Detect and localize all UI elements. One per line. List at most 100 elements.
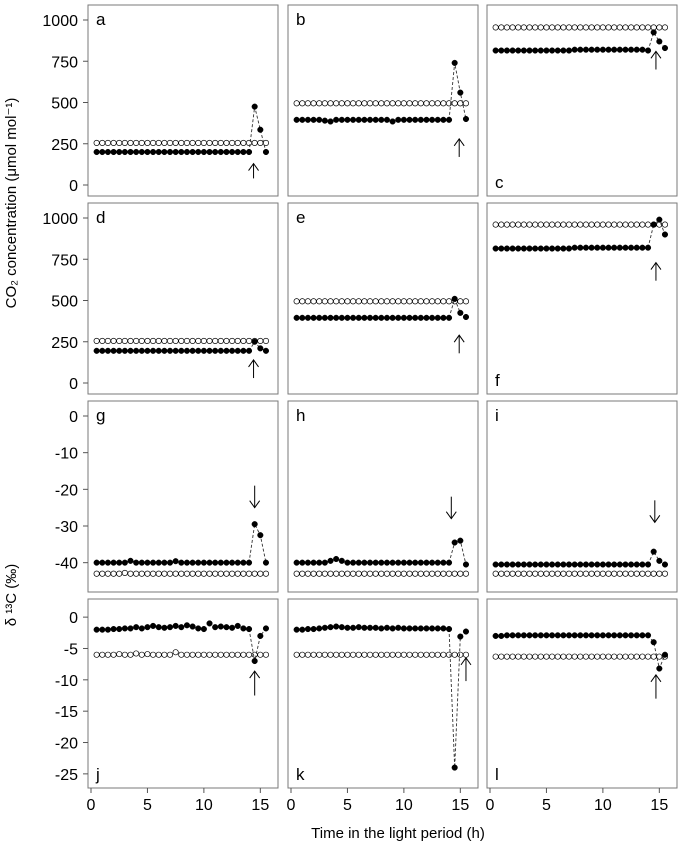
- point-open: [121, 569, 128, 576]
- point-filled: [451, 764, 458, 771]
- point-open: [161, 651, 168, 658]
- point-filled: [509, 47, 516, 54]
- point-open: [293, 651, 300, 658]
- point-filled: [537, 47, 544, 54]
- point-filled: [656, 557, 663, 564]
- point-open: [661, 24, 669, 31]
- point-filled: [515, 632, 522, 639]
- point-filled: [515, 245, 522, 252]
- point-filled: [543, 245, 550, 252]
- point-filled: [378, 559, 385, 566]
- point-open: [161, 570, 168, 577]
- y-axis-label-d13c: δ ¹³C (‰): [3, 564, 20, 627]
- point-open: [116, 337, 123, 344]
- panel-frame: [486, 598, 678, 789]
- point-open: [150, 570, 157, 577]
- point-filled: [355, 624, 362, 631]
- point-filled: [104, 559, 111, 566]
- point-open: [350, 651, 357, 658]
- point-open: [616, 221, 623, 228]
- point-open: [104, 570, 111, 577]
- point-open: [150, 337, 157, 344]
- point-open: [520, 653, 527, 660]
- point-open: [304, 651, 311, 658]
- point-filled: [217, 148, 224, 156]
- point-open: [389, 570, 396, 577]
- panel-frame: [87, 400, 279, 593]
- point-filled: [161, 559, 168, 566]
- point-open: [262, 337, 270, 344]
- point-open: [520, 221, 527, 228]
- point-filled: [144, 559, 151, 566]
- point-open: [412, 100, 419, 107]
- point-filled: [206, 347, 213, 354]
- point-open: [395, 570, 402, 577]
- point-open: [223, 570, 230, 577]
- point-filled: [440, 559, 447, 566]
- point-open: [372, 298, 379, 305]
- point-filled: [251, 521, 258, 528]
- y-tick-label: 0: [69, 610, 78, 627]
- panel-letter: i: [495, 406, 499, 425]
- point-open: [310, 298, 317, 305]
- point-open: [172, 649, 179, 656]
- point-filled: [611, 46, 618, 53]
- point-filled: [127, 148, 134, 156]
- point-filled: [395, 314, 402, 321]
- y-tick-label: -15: [55, 704, 78, 721]
- point-filled: [451, 539, 458, 546]
- arrow-down-icon: [249, 500, 261, 509]
- point-filled: [93, 559, 100, 566]
- point-filled: [178, 148, 185, 156]
- point-open: [565, 221, 573, 228]
- point-filled: [605, 46, 612, 53]
- point-open: [434, 298, 441, 305]
- point-filled: [462, 313, 470, 321]
- point-filled: [310, 625, 317, 633]
- point-open: [582, 570, 590, 577]
- point-open: [155, 570, 162, 577]
- point-open: [200, 139, 207, 146]
- point-open: [178, 570, 185, 577]
- point-open: [116, 139, 123, 146]
- point-open: [245, 651, 253, 658]
- point-filled: [611, 632, 618, 639]
- point-filled: [389, 559, 396, 566]
- point-open: [622, 221, 629, 228]
- point-filled: [116, 148, 123, 156]
- point-open: [327, 100, 334, 107]
- point-open: [571, 570, 578, 577]
- point-filled: [161, 624, 168, 631]
- point-filled: [110, 347, 117, 354]
- point-open: [378, 651, 385, 658]
- point-open: [515, 24, 522, 31]
- point-filled: [155, 148, 162, 156]
- panel-frame: [287, 202, 479, 395]
- point-filled: [611, 244, 618, 251]
- point-open: [560, 24, 567, 31]
- point-filled: [200, 559, 207, 566]
- point-filled: [200, 347, 207, 354]
- point-filled: [622, 244, 629, 251]
- point-filled: [560, 47, 567, 54]
- point-open: [206, 337, 213, 344]
- point-filled: [138, 625, 145, 632]
- point-filled: [412, 116, 419, 123]
- point-filled: [304, 625, 311, 633]
- arrow-down-icon: [649, 515, 661, 524]
- point-filled: [144, 624, 151, 631]
- point-open: [321, 100, 328, 107]
- point-open: [406, 100, 413, 107]
- point-open: [633, 653, 640, 660]
- point-filled: [639, 632, 646, 639]
- point-filled: [150, 347, 157, 354]
- point-open: [537, 570, 544, 577]
- point-open: [144, 337, 151, 344]
- point-filled: [350, 314, 357, 321]
- point-open: [229, 337, 236, 344]
- y-tick-label: 250: [51, 137, 78, 154]
- dashed-connector: [448, 540, 467, 565]
- point-open: [520, 24, 527, 31]
- point-filled: [549, 632, 556, 639]
- point-open: [333, 651, 340, 658]
